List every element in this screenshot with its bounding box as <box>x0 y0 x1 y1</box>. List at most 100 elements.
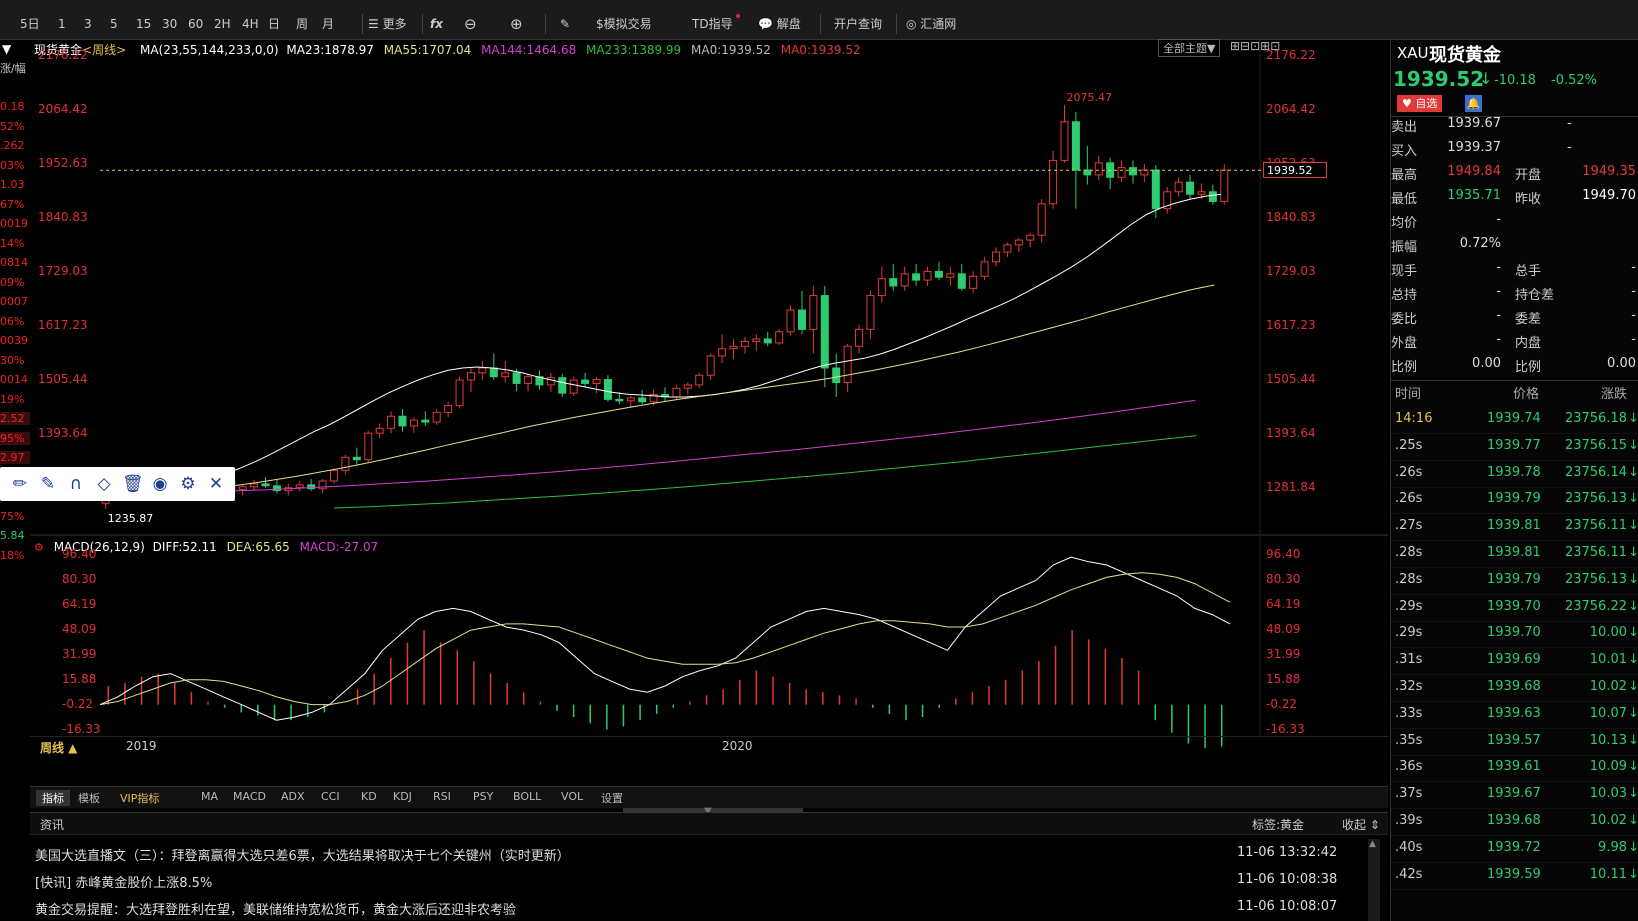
left-strip-value: 5.84 <box>0 529 25 542</box>
tick-time: .32s <box>1395 679 1423 694</box>
tick-price: 1939.74 <box>1487 411 1541 426</box>
open-account-button[interactable]: 开户查询 <box>834 17 883 31</box>
indicator-tab-0[interactable]: 指标 <box>36 790 70 806</box>
period-button-1[interactable]: 1 <box>58 17 66 31</box>
edit-icon[interactable]: ✎ <box>40 474 56 494</box>
period-button-9[interactable]: 日 <box>268 17 281 31</box>
indicator-tab-12[interactable]: VOL <box>561 790 584 803</box>
tick-change: 23756.13 <box>1564 491 1627 507</box>
news-tab[interactable]: 资讯 <box>40 818 65 832</box>
eraser-icon[interactable]: ◇ <box>97 474 111 494</box>
indicator-tab-9[interactable]: RSI <box>433 790 451 803</box>
macd-y-label-left: 80.30 <box>62 571 97 586</box>
tick-price: 1939.68 <box>1487 679 1541 694</box>
chevron-down-icon[interactable]: ▼ <box>704 806 712 817</box>
settings-icon[interactable]: ⚙ <box>180 474 196 494</box>
indicator-tab-13[interactable]: 设置 <box>601 792 623 805</box>
chat-icon: 💬 <box>758 17 777 31</box>
candle <box>1094 155 1103 180</box>
bell-icon[interactable]: 🔔 <box>1465 95 1482 112</box>
period-button-7[interactable]: 2H <box>214 17 231 31</box>
news-header: 资讯 标签:黄金 收起 ⇕ <box>30 813 1388 835</box>
scroll-up-icon[interactable]: ▲ <box>1369 839 1376 849</box>
tick-time: .42s <box>1395 866 1423 882</box>
collapse-arrow-icon[interactable]: ▼ <box>2 42 12 56</box>
huitong-logo-icon: ◎ <box>906 17 921 31</box>
tick-price: 1939.59 <box>1487 866 1541 882</box>
candlestick-chart[interactable] <box>30 40 1388 780</box>
candle <box>809 285 818 354</box>
left-strip-value: 0007 <box>0 295 28 308</box>
stat-label: 总手 <box>1515 264 1542 279</box>
magnet-icon[interactable]: ∩ <box>69 474 83 494</box>
indicator-tab-7[interactable]: KD <box>361 790 377 803</box>
candle <box>957 264 966 291</box>
ma233-line <box>333 435 1197 509</box>
close-icon[interactable]: ✕ <box>208 474 224 494</box>
period-button-0[interactable]: 5日 <box>20 17 40 31</box>
candle <box>581 372 590 388</box>
indicator-tab-4[interactable]: MACD <box>233 790 266 803</box>
favorite-button[interactable]: ♥ 自选 <box>1397 95 1443 112</box>
indicator-tab-5[interactable]: ADX <box>281 790 305 803</box>
collapse-button[interactable]: 收起 ⇕ <box>1342 818 1380 832</box>
stat-label: 外盘 <box>1391 336 1418 351</box>
tick-change: 10.07 <box>1589 705 1627 721</box>
drawing-toolbar: ✏ ✎ ∩ ◇ 🗑 ◉ ⚙ ✕ <box>0 467 235 501</box>
period-button-10[interactable]: 周 <box>296 17 309 31</box>
down-arrow-icon: ↓ <box>1628 839 1638 855</box>
period-button-8[interactable]: 4H <box>242 17 259 31</box>
main-chart-area[interactable]: 现货黄金<周线> MA(23,55,144,233,0,0) MA23:1878… <box>30 39 1388 780</box>
period-label[interactable]: 周线 ▲ <box>40 741 78 755</box>
theme-dropdown[interactable]: 全部主题▼ <box>1158 39 1221 57</box>
indicator-tab-8[interactable]: KDJ <box>393 790 412 803</box>
indicator-tab-6[interactable]: CCI <box>321 790 340 803</box>
high-price-label: 2075.47 <box>1066 90 1112 104</box>
layout-grid-icon[interactable]: ⊞⊟⊡⊞⊡ <box>1230 39 1281 53</box>
period-button-3[interactable]: 5 <box>110 17 118 31</box>
indicator-tab-10[interactable]: PSY <box>473 790 494 803</box>
more-menu-button[interactable]: ☰ 更多 <box>368 17 407 31</box>
zoom-out-icon[interactable]: ⊖ <box>464 15 477 33</box>
trash-icon[interactable]: 🗑 <box>122 474 144 494</box>
period-button-11[interactable]: 月 <box>322 17 335 31</box>
huitong-button[interactable]: ◎ 汇通网 <box>906 17 957 31</box>
stat-value: - <box>1496 260 1501 275</box>
down-arrow-icon: ↓ <box>1628 705 1638 721</box>
stat-label: 比例 <box>1391 360 1418 375</box>
zoom-in-icon[interactable]: ⊕ <box>510 15 523 33</box>
candle <box>261 477 270 488</box>
down-arrow-icon: ↓ <box>1628 813 1638 828</box>
sim-trade-button[interactable]: $模拟交易 <box>596 17 652 31</box>
indicator-tab-2[interactable]: VIP指标 <box>120 792 160 805</box>
gear-icon[interactable]: ⚙ <box>34 541 44 554</box>
down-arrow-icon: ↓ <box>1628 464 1638 480</box>
period-button-6[interactable]: 60 <box>188 17 204 31</box>
eye-icon[interactable]: ◉ <box>152 474 168 494</box>
news-scrollbar[interactable]: ▲ <box>1368 839 1380 921</box>
formula-button[interactable]: fx <box>430 17 443 31</box>
candle <box>786 305 795 336</box>
period-button-4[interactable]: 15 <box>136 17 152 31</box>
tick-change: 23756.14 <box>1564 464 1627 480</box>
news-item-title[interactable]: [快讯] 赤峰黄金股价上涨8.5% <box>35 876 213 891</box>
draw-pen-icon[interactable]: ✎ <box>560 17 571 31</box>
splitter-handle[interactable] <box>623 808 803 812</box>
td-index-button[interactable]: TD指导 <box>692 17 733 31</box>
indicator-tab-11[interactable]: BOLL <box>513 790 542 803</box>
news-item-title[interactable]: 黄金交易提醒：大选拜登胜利在望，美联储维持宽松货币，黄金大涨后还迎非农考验 <box>35 903 517 918</box>
period-button-5[interactable]: 30 <box>162 17 178 31</box>
down-arrow-icon: ↓ <box>1628 759 1638 775</box>
candle <box>512 368 521 392</box>
news-tag[interactable]: 标签:黄金 <box>1252 818 1305 832</box>
pencil-icon[interactable]: ✏ <box>12 474 28 494</box>
stat-value: 1939.67 <box>1447 116 1501 131</box>
indicator-tab-3[interactable]: MA <box>201 790 219 803</box>
jiepan-button[interactable]: 💬 解盘 <box>758 17 801 31</box>
tick-row: .40s 1939.72 9.98 ↓ <box>1391 837 1638 863</box>
indicator-tab-1[interactable]: 模板 <box>78 792 100 805</box>
news-item-title[interactable]: 美国大选直播文（三）：拜登离赢得大选只差6票，大选结果将取决于七个关键州（实时更… <box>35 849 570 864</box>
period-button-2[interactable]: 3 <box>84 17 92 31</box>
macd-dea-line <box>99 572 1231 706</box>
tick-change: 10.03 <box>1589 786 1627 802</box>
